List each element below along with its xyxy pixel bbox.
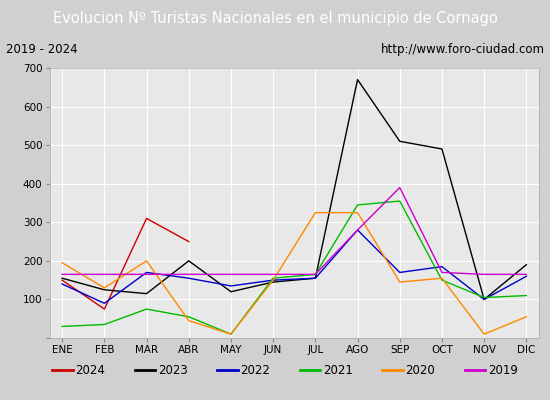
Text: 2019: 2019 <box>488 364 518 376</box>
Text: 2021: 2021 <box>323 364 353 376</box>
Text: Evolucion Nº Turistas Nacionales en el municipio de Cornago: Evolucion Nº Turistas Nacionales en el m… <box>53 10 497 26</box>
Text: 2022: 2022 <box>240 364 270 376</box>
Text: 2020: 2020 <box>405 364 435 376</box>
Text: 2024: 2024 <box>75 364 105 376</box>
Text: 2023: 2023 <box>158 364 188 376</box>
Text: http://www.foro-ciudad.com: http://www.foro-ciudad.com <box>381 44 544 56</box>
Text: 2019 - 2024: 2019 - 2024 <box>6 44 77 56</box>
